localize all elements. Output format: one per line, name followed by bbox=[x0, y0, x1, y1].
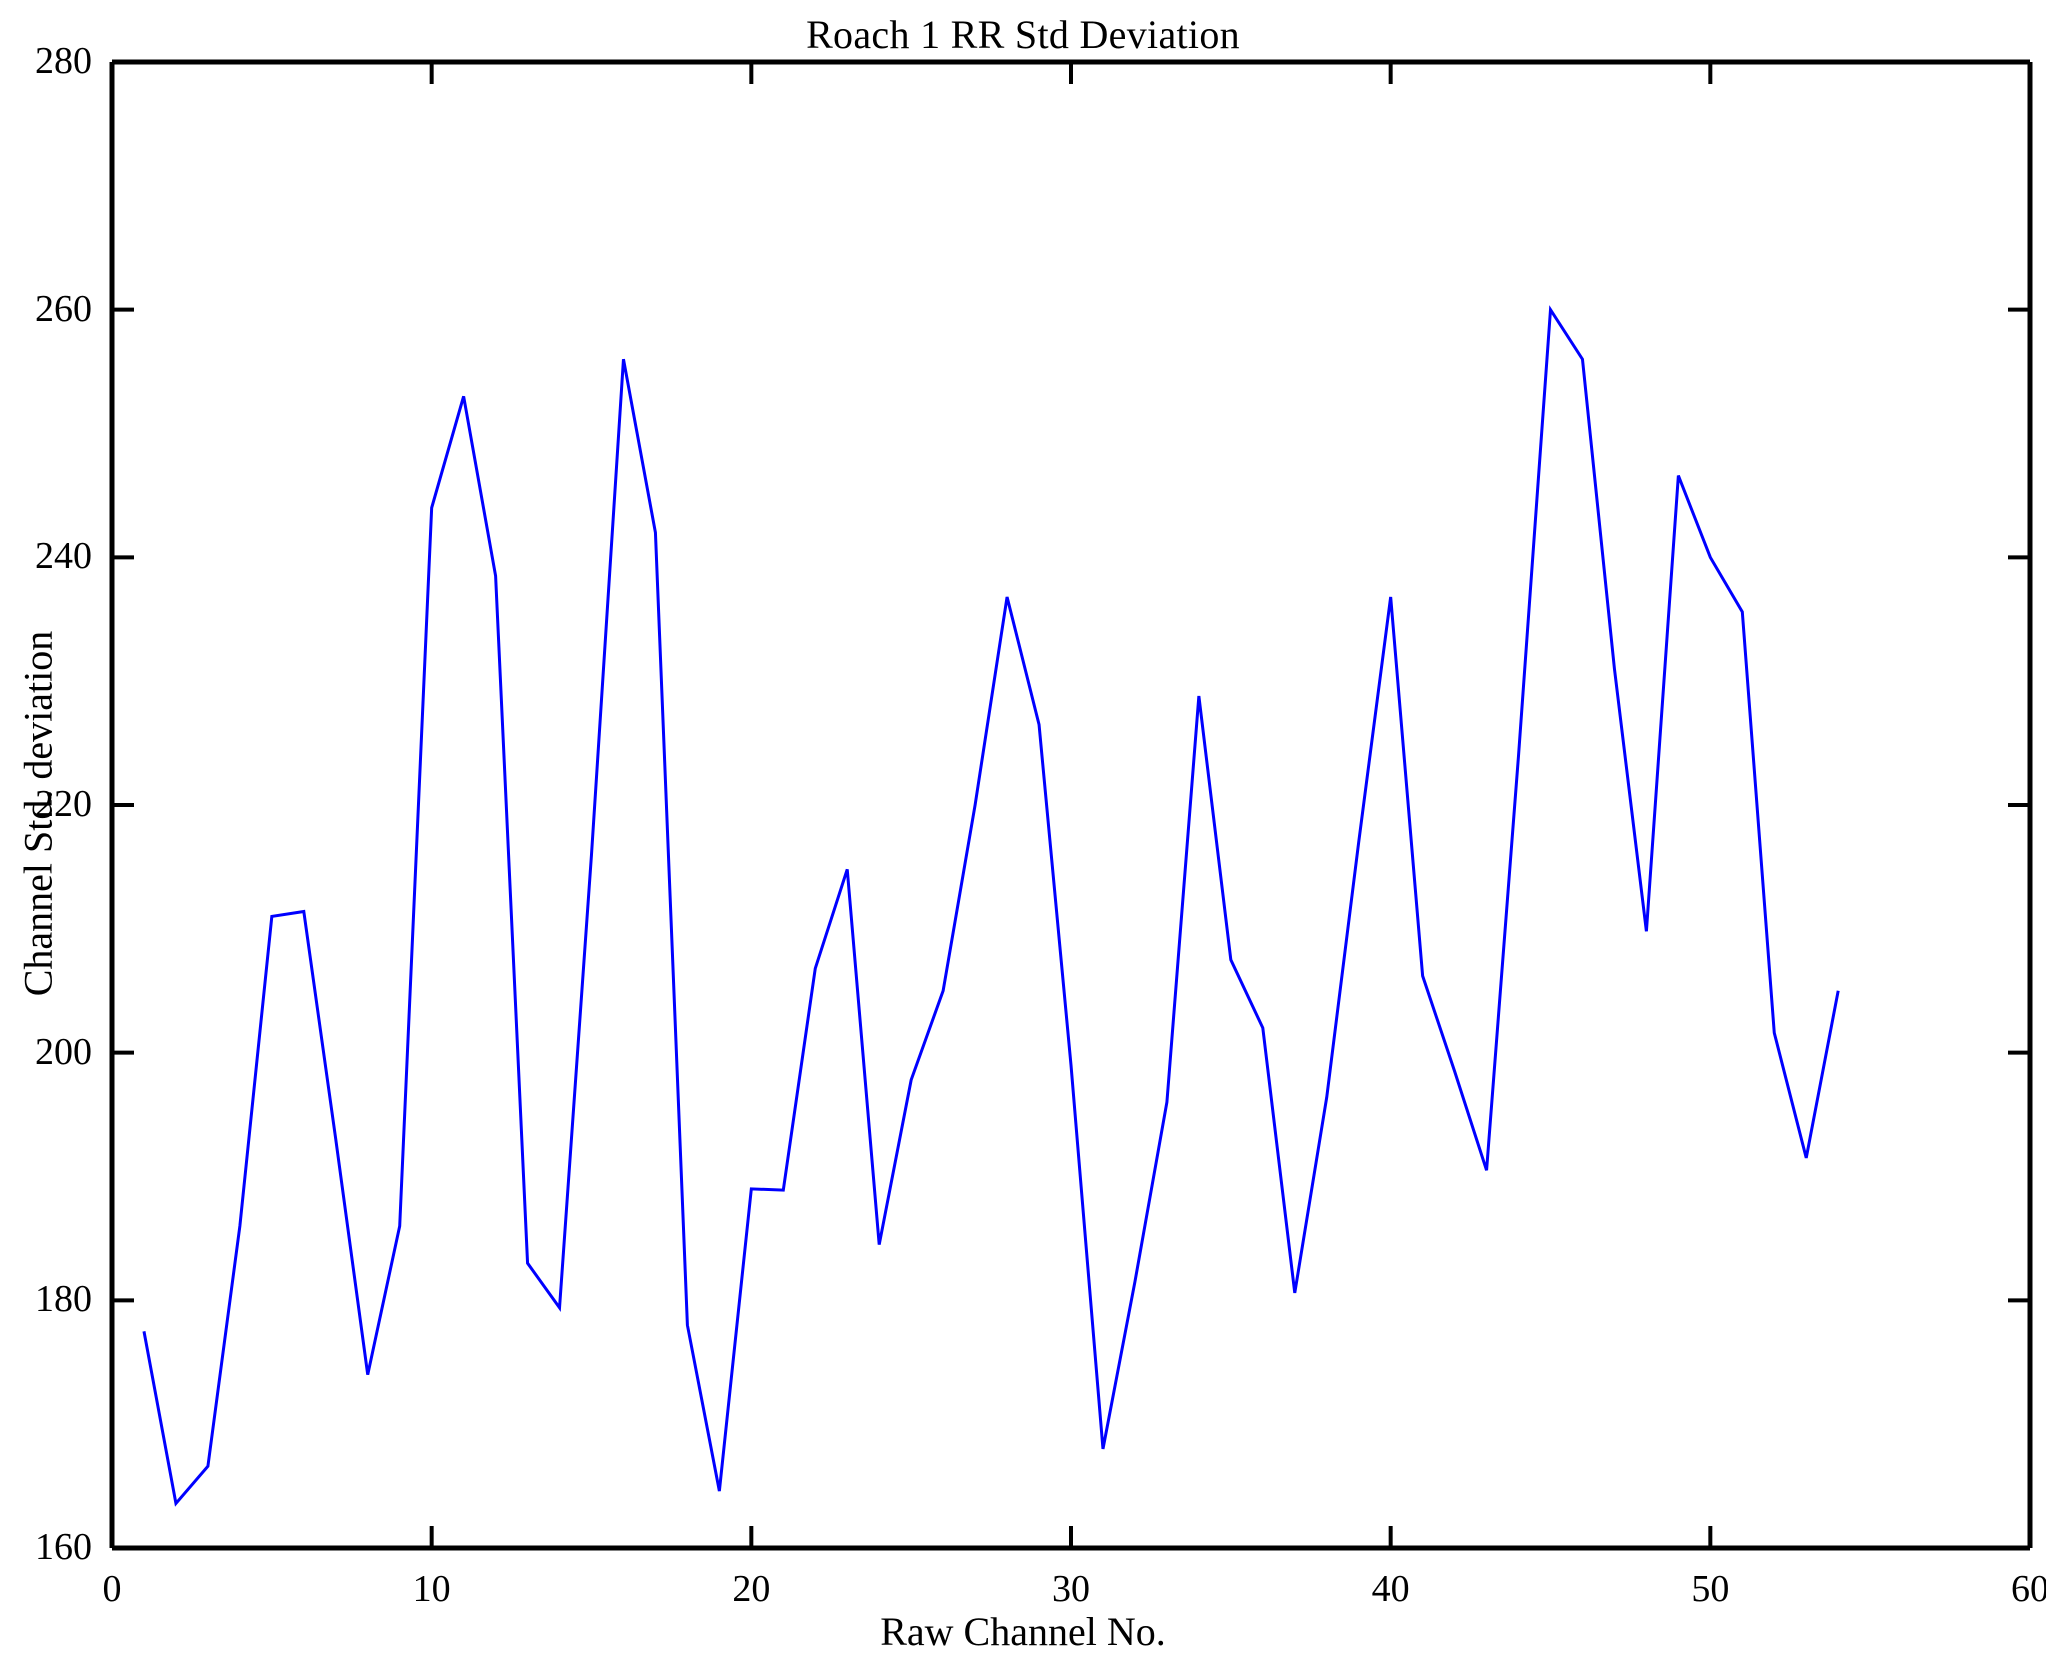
x-tick-label: 40 bbox=[1371, 1568, 1410, 1610]
data-series-line bbox=[142, 305, 1840, 1507]
x-tick-label: 10 bbox=[412, 1568, 451, 1610]
y-tick-label: 180 bbox=[35, 1278, 92, 1321]
y-tick-label: 240 bbox=[35, 535, 92, 578]
tick-marks bbox=[112, 62, 2030, 1548]
y-tick-label: 280 bbox=[35, 40, 92, 82]
axis-frame bbox=[109, 59, 2033, 1551]
x-tick-label: 50 bbox=[1691, 1568, 1730, 1610]
y-tick-label: 220 bbox=[35, 783, 92, 825]
x-tick-label: 30 bbox=[1052, 1568, 1090, 1610]
data-series-layer bbox=[142, 305, 1840, 1507]
y-tick-label: 260 bbox=[35, 287, 92, 330]
x-tick-label: 20 bbox=[732, 1568, 771, 1610]
y-tick-label: 200 bbox=[35, 1030, 92, 1073]
x-tick-label: 0 bbox=[102, 1568, 122, 1610]
chart-title: Roach 1 RR Std Deviation bbox=[806, 12, 1240, 57]
y-tick-label: 160 bbox=[35, 1526, 92, 1568]
x-axis-label: Raw Channel No. bbox=[880, 1609, 1166, 1654]
x-tick-label: 60 bbox=[2011, 1568, 2046, 1610]
